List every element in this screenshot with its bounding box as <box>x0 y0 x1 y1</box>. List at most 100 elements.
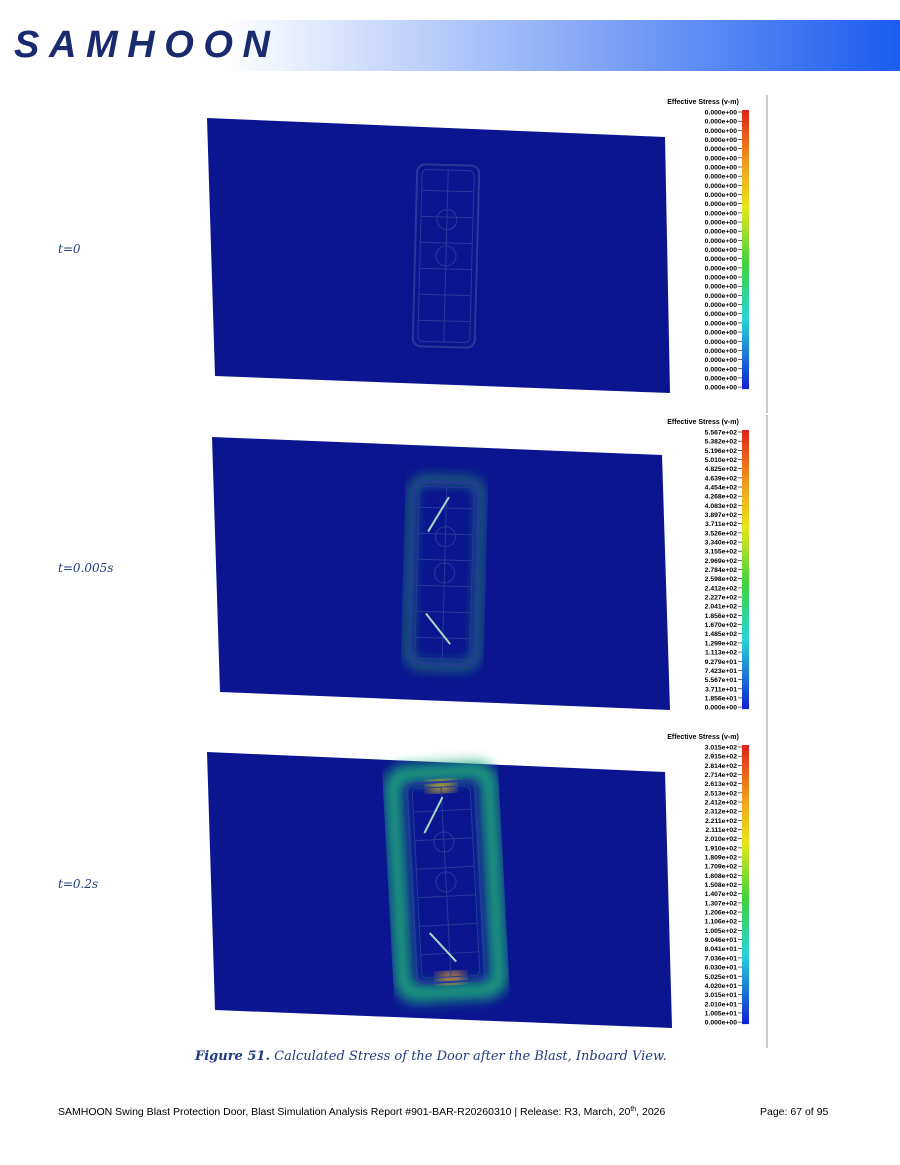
legend-label: 0.000e+00 <box>705 110 738 117</box>
legend-label: 9.279e+01 <box>705 659 738 666</box>
legend-label: 2.227e+02 <box>705 595 738 602</box>
legend-label: 3.155e+02 <box>705 549 738 556</box>
strut <box>425 612 451 645</box>
door <box>384 761 508 1003</box>
legend-title: Effective Stress (v-m) <box>667 734 739 741</box>
legend-title: Effective Stress (v-m) <box>667 99 739 106</box>
legend-label: 3.015e+01 <box>705 992 738 999</box>
legend-label: 4.020e+01 <box>705 983 738 990</box>
time-label: t=0 <box>58 242 81 256</box>
legend-label: 3.340e+02 <box>705 540 738 547</box>
legend-label: 0.000e+00 <box>705 165 738 172</box>
legend-label: 0.000e+00 <box>705 192 738 199</box>
legend-label: 3.526e+02 <box>705 530 738 537</box>
legend-label: 8.041e+01 <box>705 946 738 953</box>
legend-label: 0.000e+00 <box>705 256 738 263</box>
legend-label: 3.711e+01 <box>705 686 737 693</box>
legend-label: 4.083e+02 <box>705 503 738 510</box>
legend-label: 5.196e+02 <box>705 448 738 455</box>
time-label: t=0.005s <box>58 561 113 575</box>
legend-label: 5.025e+01 <box>705 974 738 981</box>
legend-label: 4.454e+02 <box>705 485 738 492</box>
legend-label: 0.000e+00 <box>705 705 738 712</box>
legend-label: 1.709e+02 <box>705 864 738 871</box>
time-label: t=0.2s <box>58 877 98 891</box>
legend-label: 2.010e+02 <box>705 836 738 843</box>
door-port <box>435 871 457 893</box>
caption: Figure 51. Calculated Stress of the Door… <box>194 1049 667 1064</box>
legend-label: 2.312e+02 <box>705 809 738 816</box>
legend-label: 2.814e+02 <box>705 763 738 770</box>
legend-label: 2.613e+02 <box>705 781 738 788</box>
legend-label: 5.010e+02 <box>705 457 738 464</box>
colorbar <box>742 745 749 1025</box>
legend-title: Effective Stress (v-m) <box>667 419 739 426</box>
door-port <box>433 831 455 853</box>
legend-label: 5.382e+02 <box>705 439 738 446</box>
legend-label: 1.670e+02 <box>705 622 738 629</box>
footer-sup: th <box>630 1106 636 1113</box>
legend-label: 0.000e+00 <box>705 385 738 392</box>
legend-label: 0.000e+00 <box>705 265 738 272</box>
legend-label: 1.608e+02 <box>705 873 738 880</box>
legend-label: 1.005e+02 <box>705 928 738 935</box>
caption-text: Calculated Stress of the Door after the … <box>274 1049 667 1064</box>
legend-label: 2.412e+02 <box>705 800 738 807</box>
legend-label: 2.915e+02 <box>705 754 738 761</box>
legend-label: 3.711e+02 <box>705 521 737 528</box>
legend-label: 2.041e+02 <box>705 604 738 611</box>
door <box>411 163 481 349</box>
legend-label: 2.010e+01 <box>705 1001 738 1008</box>
legend-label: 7.423e+01 <box>705 668 738 675</box>
legend-label: 5.567e+02 <box>705 430 738 437</box>
caption-number: Figure 51. <box>194 1049 270 1064</box>
stress-glow <box>405 476 484 670</box>
legend-label: 1.005e+01 <box>705 1010 738 1017</box>
legend-label: 2.412e+02 <box>705 585 738 592</box>
legend-label: 0.000e+00 <box>705 284 738 291</box>
door-outline <box>406 779 486 985</box>
legend-label: 0.000e+00 <box>705 220 738 227</box>
legend-label: 1.485e+02 <box>705 631 738 638</box>
legend-label: 0.000e+00 <box>705 174 738 181</box>
door-port <box>434 526 456 548</box>
legend-label: 3.015e+02 <box>705 745 738 752</box>
legend-label: 1.307e+02 <box>705 900 738 907</box>
legend-label: 0.000e+00 <box>705 119 738 126</box>
door-outline <box>411 163 481 349</box>
legend-label: 2.969e+02 <box>705 558 738 565</box>
door-rib <box>441 487 448 659</box>
figure: t=0 Effective Stress (v-m) 0.000e+00 0.000e… <box>58 95 768 1048</box>
door <box>405 476 484 670</box>
legend-label: 0.000e+00 <box>705 201 738 208</box>
legend-label: 1.856e+02 <box>705 613 738 620</box>
legend-label: 2.513e+02 <box>705 790 738 797</box>
legend-label: 0.000e+00 <box>705 210 738 217</box>
footer-text-end: , 2026 <box>636 1106 665 1118</box>
legend-label: 7.036e+01 <box>705 955 738 962</box>
legend-label: 0.000e+00 <box>705 247 738 254</box>
legend-label: 0.000e+00 <box>705 375 738 382</box>
legend-label: 0.000e+00 <box>705 357 738 364</box>
legend-label: 4.825e+02 <box>705 466 738 473</box>
legend-label: 4.268e+02 <box>705 494 738 501</box>
legend-label: 0.000e+00 <box>705 366 738 373</box>
legend-label: 1.856e+01 <box>705 695 738 702</box>
legend-label: 1.910e+02 <box>705 845 738 852</box>
strut <box>428 932 457 963</box>
legend-label: 0.000e+00 <box>705 330 738 337</box>
legend-label: 6.030e+01 <box>705 965 738 972</box>
legend-label: 2.111e+02 <box>705 827 737 834</box>
legend-label: 2.211e+02 <box>705 818 737 825</box>
door-port <box>436 209 458 231</box>
legend-label: 1.206e+02 <box>705 910 738 917</box>
legend-label: 0.000e+00 <box>705 155 738 162</box>
legend-label: 0.000e+00 <box>705 238 738 245</box>
door-outline <box>408 480 481 666</box>
legend-label: 0.000e+00 <box>705 137 738 144</box>
legend-label: 0.000e+00 <box>705 339 738 346</box>
legend-label: 0.000e+00 <box>705 275 738 282</box>
legend-label: 1.113e+02 <box>705 650 737 657</box>
legend-label: 2.598e+02 <box>705 576 738 583</box>
